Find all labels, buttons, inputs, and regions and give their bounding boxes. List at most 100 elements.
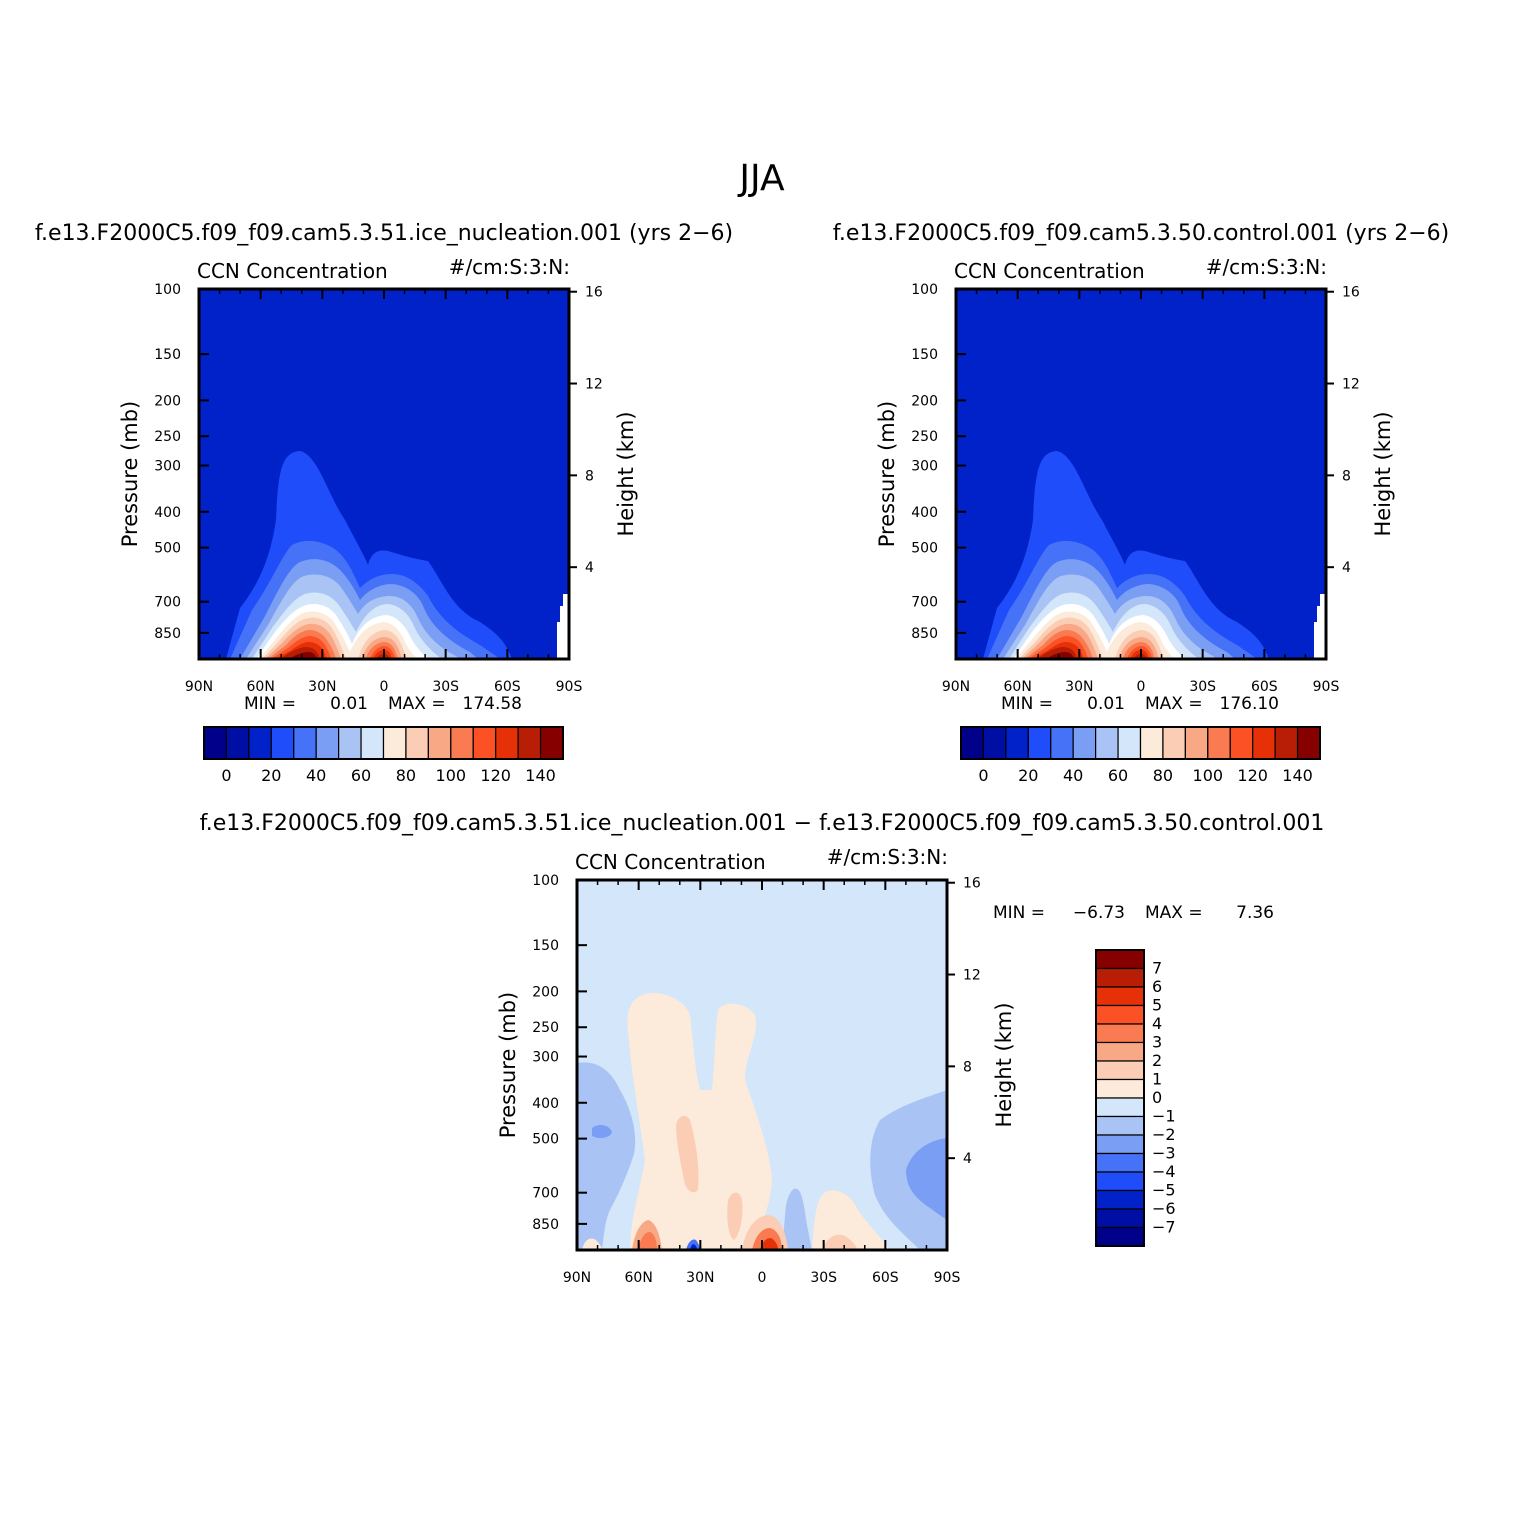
colorbar-box bbox=[495, 726, 519, 760]
colorbar-box bbox=[1229, 726, 1254, 760]
colorbar-box bbox=[427, 726, 452, 760]
missing-data-region bbox=[557, 594, 569, 659]
colorbar-box bbox=[1252, 726, 1276, 760]
panel-control: f.e13.F2000C5.f09_f09.cam5.3.50.control.… bbox=[833, 221, 1449, 785]
contour-negative-west-blob bbox=[592, 1125, 612, 1139]
colorbar-box bbox=[1072, 726, 1097, 760]
panel-b-max-value: 176.10 bbox=[1220, 694, 1279, 714]
panel-difference: f.e13.F2000C5.f09_f09.cam5.3.51.ice_nucl… bbox=[200, 811, 1325, 1286]
panel-b-ytick-label-right: 16 bbox=[1342, 285, 1360, 301]
panel-a-units: #/cm:S:3:N: bbox=[449, 255, 570, 279]
colorbar-frame bbox=[960, 726, 1321, 760]
panel-c-ytick-label-left: 850 bbox=[532, 1217, 559, 1233]
colorbar-box bbox=[982, 726, 1007, 760]
panel-b-ytick-label-left: 300 bbox=[911, 459, 938, 475]
colorbar-label: −1 bbox=[1152, 1107, 1176, 1126]
panel-b-xtick-label: 30N bbox=[1065, 679, 1093, 695]
colorbar-label: 100 bbox=[436, 766, 467, 785]
panel-b-contour-field bbox=[956, 289, 1326, 659]
colorbar-box bbox=[1095, 986, 1145, 1007]
panel-c-ytick-label-left: 500 bbox=[532, 1132, 559, 1148]
panel-b-ytick-label-left: 250 bbox=[911, 429, 938, 445]
colorbar-box bbox=[1095, 1041, 1145, 1062]
colorbar-label: 5 bbox=[1152, 996, 1162, 1015]
panel-c-ytick-label-left: 200 bbox=[532, 984, 559, 1000]
colorbar-box bbox=[1095, 967, 1145, 988]
panel-c-ytick-label-left: 250 bbox=[532, 1020, 559, 1036]
colorbar-box bbox=[539, 726, 564, 760]
panel-a-ytick-label-left: 400 bbox=[154, 505, 181, 521]
colorbar-box bbox=[1095, 1208, 1145, 1229]
panel-a-ylabel-left: Pressure (mb) bbox=[118, 401, 142, 548]
panel-c-xtick-label: 0 bbox=[758, 1270, 767, 1286]
panel-a-xtick-label: 30N bbox=[308, 679, 336, 695]
colorbar-box bbox=[1274, 726, 1299, 760]
panel-a-max-value: 174.58 bbox=[463, 694, 522, 714]
colorbar-box bbox=[338, 726, 362, 760]
colorbar-box bbox=[517, 726, 542, 760]
colorbar-label: 80 bbox=[1153, 766, 1173, 785]
panel-c-ytick-label-left: 400 bbox=[532, 1096, 559, 1112]
panel-b-units: #/cm:S:3:N: bbox=[1206, 255, 1327, 279]
panel-c-xtick-label: 60N bbox=[625, 1270, 653, 1286]
panel-b-xtick-label: 90S bbox=[1313, 679, 1340, 695]
colorbar-box bbox=[1095, 1152, 1145, 1173]
colorbar-label: 0 bbox=[978, 766, 988, 785]
colorbar-box bbox=[293, 726, 317, 760]
panel-b-ytick-label-right: 8 bbox=[1342, 468, 1351, 484]
colorbar-box bbox=[1095, 1004, 1145, 1025]
panel-c-ylabel-left: Pressure (mb) bbox=[496, 992, 520, 1139]
colorbar-label: −4 bbox=[1152, 1162, 1176, 1181]
colorbar-box bbox=[1296, 726, 1321, 760]
panel-c-ytick-label-right: 4 bbox=[963, 1151, 972, 1167]
missing-data-region bbox=[1314, 594, 1326, 659]
colorbar-box bbox=[1095, 1115, 1145, 1136]
panel-a-variable-name: CCN Concentration bbox=[197, 259, 388, 283]
panel-c-ticks: 90N 60N 30N 0 30S 60S 90S 100 150 200 250 300 400 500… bbox=[532, 873, 981, 1286]
panel-b-colorbar: 0 20 40 60 80 100 120 140 bbox=[960, 726, 1321, 785]
panel-b-ytick-label-left: 150 bbox=[911, 347, 938, 363]
panel-a-min-value: 0.01 bbox=[330, 694, 368, 714]
panel-a-ytick-label-right: 4 bbox=[585, 560, 594, 576]
colorbar-label: 120 bbox=[1237, 766, 1268, 785]
panel-c-ytick-label-right: 12 bbox=[963, 968, 981, 984]
colorbar-box bbox=[360, 726, 385, 760]
colorbar-label: 120 bbox=[480, 766, 511, 785]
panel-a-colorbar: 0 20 40 60 80 100 120 140 bbox=[203, 726, 564, 785]
panel-a-xtick-label: 60S bbox=[494, 679, 521, 695]
colorbar-box bbox=[1095, 1023, 1145, 1044]
panel-b-variable-name: CCN Concentration bbox=[954, 259, 1145, 283]
colorbar-box bbox=[1005, 726, 1029, 760]
panel-b-ylabel-right: Height (km) bbox=[1371, 411, 1395, 536]
panel-b-ytick-label-left: 500 bbox=[911, 541, 938, 557]
panel-c-contour-field bbox=[577, 880, 947, 1250]
panel-b-ytick-label-right: 4 bbox=[1342, 560, 1351, 576]
colorbar-label: 100 bbox=[1193, 766, 1224, 785]
panel-b-ticks: 90N 60N 30N 0 30S 60S 90S 100 150 200 250 300 400 500… bbox=[911, 282, 1360, 695]
colorbar-label: −5 bbox=[1152, 1181, 1176, 1200]
colorbar-label: 20 bbox=[261, 766, 281, 785]
panel-a-ylabel-right: Height (km) bbox=[614, 411, 638, 536]
panel-c-min-label: MIN = bbox=[993, 903, 1045, 923]
contour-positive-surface-east-core bbox=[822, 1234, 858, 1250]
panel-c-ytick-label-right: 8 bbox=[963, 1059, 972, 1075]
colorbar-box bbox=[1095, 1078, 1145, 1099]
panel-c-ytick-label-right: 16 bbox=[963, 876, 981, 892]
colorbar-label: 80 bbox=[396, 766, 416, 785]
panel-c-xtick-label: 60S bbox=[872, 1270, 899, 1286]
panel-b-case-title: f.e13.F2000C5.f09_f09.cam5.3.50.control.… bbox=[833, 221, 1449, 246]
panel-c-xtick-label: 90N bbox=[563, 1270, 591, 1286]
colorbar-label: 7 bbox=[1152, 959, 1162, 978]
colorbar-box bbox=[225, 726, 250, 760]
colorbar-box bbox=[1027, 726, 1052, 760]
colorbar-label: 40 bbox=[306, 766, 326, 785]
figure-title: JJA bbox=[737, 158, 785, 199]
colorbar-box bbox=[1095, 726, 1119, 760]
colorbar-label: 40 bbox=[1063, 766, 1083, 785]
panel-b-min-label: MIN = bbox=[1001, 694, 1053, 714]
colorbar-box bbox=[1117, 726, 1142, 760]
panel-a-ytick-label-left: 500 bbox=[154, 541, 181, 557]
colorbar-box bbox=[472, 726, 497, 760]
